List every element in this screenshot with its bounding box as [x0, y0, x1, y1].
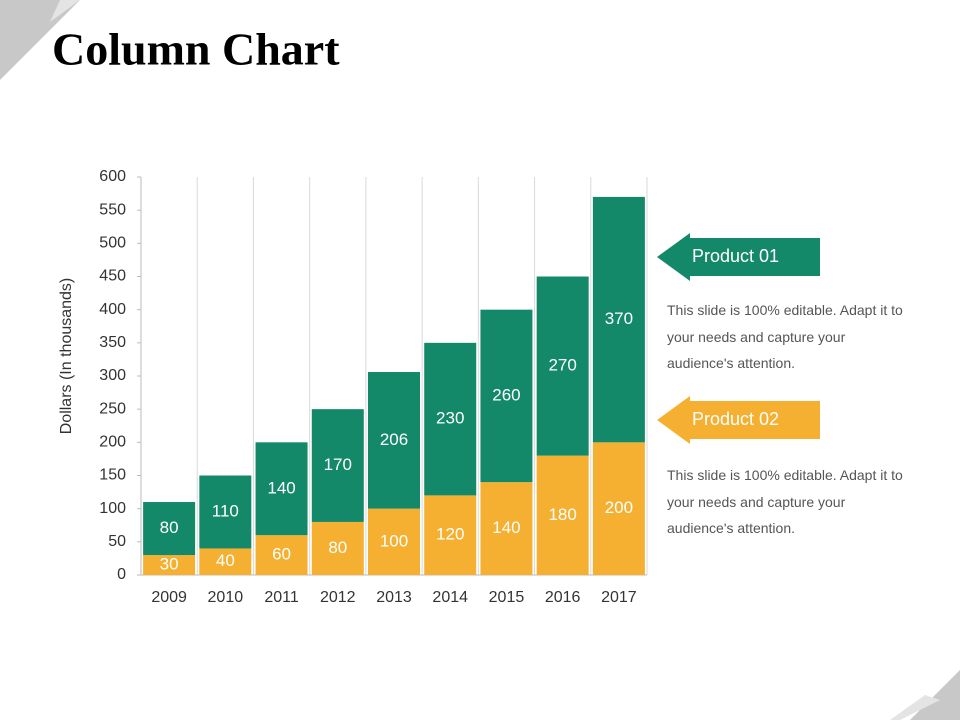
bar-segment	[592, 442, 645, 575]
data-label: 206	[380, 430, 408, 449]
corner-decoration	[910, 670, 960, 720]
bar-segment	[424, 495, 477, 575]
x-tick-label: 2014	[432, 589, 468, 606]
chart-title: Column Chart	[52, 24, 340, 75]
bar-segment	[311, 521, 364, 575]
x-tick-label: 2012	[320, 589, 356, 606]
data-label: 120	[436, 525, 464, 544]
y-tick-label: 50	[108, 533, 126, 550]
corner-decoration	[0, 0, 80, 80]
y-tick-label: 300	[99, 367, 126, 384]
x-tick-label: 2009	[151, 589, 187, 606]
legend-arrow	[657, 233, 820, 281]
bar-segment	[143, 555, 196, 575]
data-label: 80	[160, 518, 179, 537]
data-label: 30	[160, 555, 179, 574]
bar-segment	[424, 342, 477, 496]
bar-segment	[199, 548, 252, 575]
note: This slide is 100% editable. Adapt it to…	[667, 302, 903, 371]
data-label: 170	[324, 455, 352, 474]
y-tick-label: 350	[99, 334, 126, 351]
y-tick-label: 600	[99, 168, 126, 185]
data-label: 230	[436, 409, 464, 428]
data-label: 180	[548, 505, 576, 524]
bar-segment	[255, 535, 308, 575]
bar-segment	[368, 508, 420, 575]
bar-segment	[536, 276, 589, 456]
data-label: 260	[492, 385, 520, 404]
corner-decoration	[890, 695, 940, 720]
data-label: 200	[605, 498, 633, 517]
legend-label: Product 01	[692, 246, 779, 266]
bar-segment	[536, 455, 589, 575]
y-tick-label: 200	[99, 434, 126, 451]
legend-arrow	[657, 396, 820, 444]
y-tick-label: 250	[99, 400, 126, 417]
data-label: 370	[605, 309, 633, 328]
bar-segment	[368, 372, 420, 509]
data-label: 80	[328, 538, 347, 557]
data-label: 100	[380, 531, 408, 550]
y-tick-label: 550	[99, 201, 126, 218]
x-tick-label: 2010	[208, 589, 244, 606]
y-tick-label: 0	[117, 566, 126, 583]
y-tick-label: 100	[99, 500, 126, 517]
y-tick-label: 450	[99, 268, 126, 285]
data-label: 40	[216, 551, 235, 570]
bar-segment	[480, 482, 533, 575]
data-label: 110	[212, 501, 239, 520]
y-tick-label: 400	[99, 301, 126, 318]
data-label: 140	[492, 518, 520, 537]
bar-segment	[480, 309, 533, 483]
bar-segment	[592, 196, 645, 443]
data-label: 60	[272, 545, 291, 564]
bar-segment	[311, 409, 364, 522]
y-tick-label: 150	[99, 467, 126, 484]
legend-label: Product 02	[692, 409, 779, 429]
bar-segment	[199, 475, 252, 549]
bar-segment	[255, 442, 308, 536]
x-tick-label: 2017	[601, 589, 637, 606]
x-tick-label: 2016	[545, 589, 581, 606]
data-label: 140	[267, 478, 295, 497]
note: This slide is 100% editable. Adapt it to…	[667, 467, 903, 536]
x-tick-label: 2013	[376, 589, 412, 606]
data-label: 270	[548, 356, 576, 375]
y-axis-label: Dollars (In thousands)	[58, 278, 75, 435]
bar-segment	[143, 502, 196, 556]
x-tick-label: 2011	[264, 589, 299, 606]
corner-decoration	[50, 0, 80, 22]
x-tick-label: 2015	[489, 589, 525, 606]
y-tick-label: 500	[99, 235, 126, 252]
